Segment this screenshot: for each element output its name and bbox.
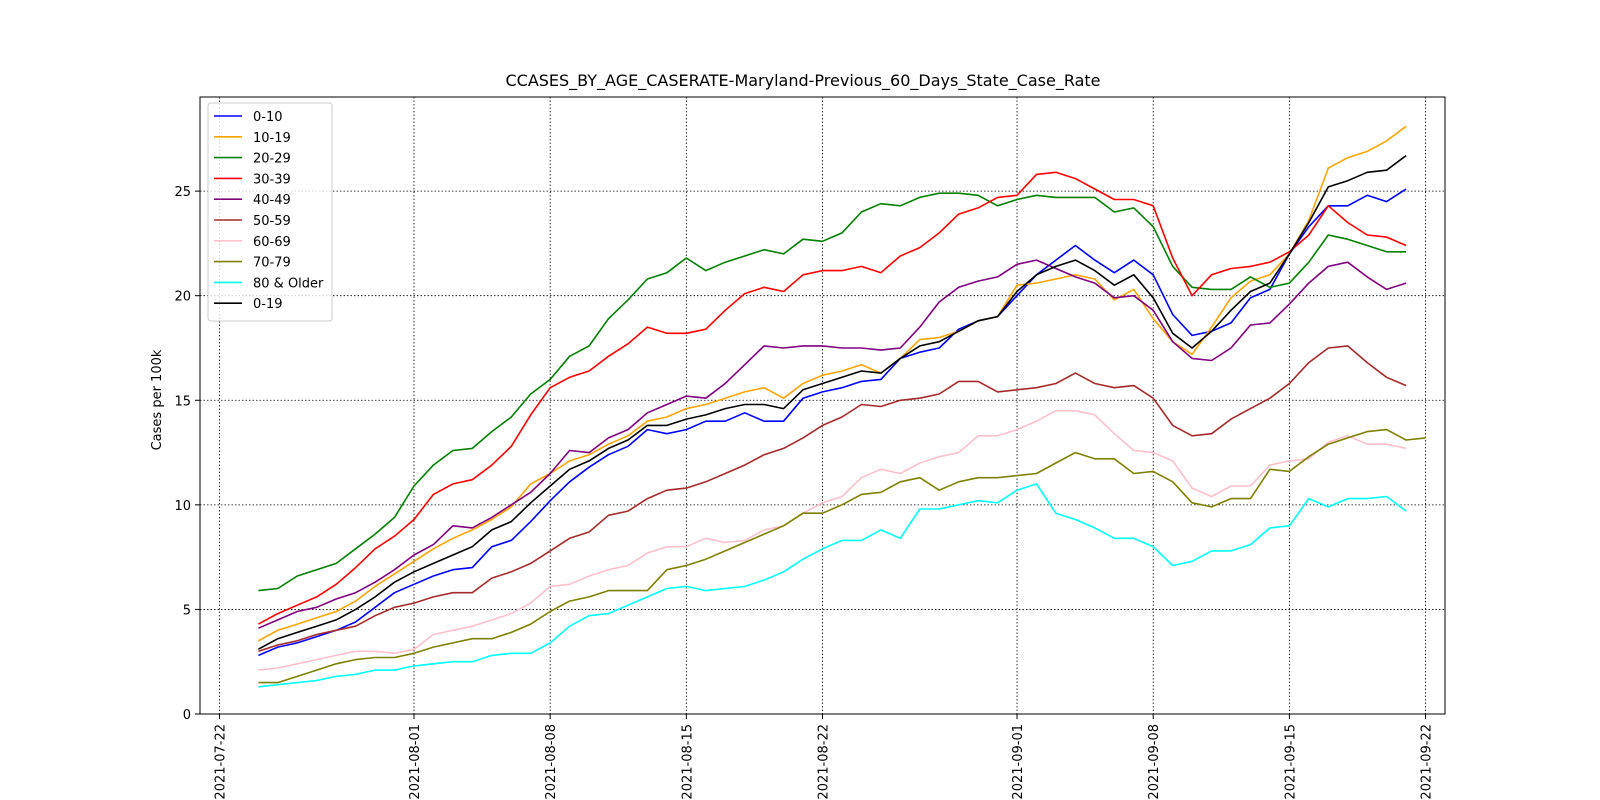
grid-layer [200,97,1445,714]
legend-label: 40-49 [253,193,291,208]
x-tick-label: 2021-08-08 [544,724,559,800]
chart-title: CCASES_BY_AGE_CASERATE-Maryland-Previous… [505,71,1100,91]
series-layer [258,125,1426,688]
legend-label: 50-59 [253,214,291,229]
series-line-6 [258,345,1407,653]
y-tick-label: 25 [174,185,191,200]
legend-label: 30-39 [253,172,291,187]
series-line-7 [258,409,1407,671]
legend: 0-10 10-19 20-29 30-39 40-49 50-59 60-69 70-79 8… [207,102,333,322]
y-axis-ticks: 0 5 10 15 20 25 [174,185,200,723]
series-line-4 [258,171,1407,625]
legend-label: 0-19 [253,297,283,312]
series-line-1 [258,188,1407,657]
x-tick-label: 2021-09-08 [1147,724,1162,800]
y-tick-label: 15 [174,394,191,409]
y-tick-label: 0 [183,708,191,723]
x-tick-label: 2021-09-22 [1420,724,1435,800]
y-tick-label: 20 [174,290,191,305]
series-line-9 [258,483,1407,688]
series-line-10 [258,154,1407,650]
y-tick-label: 5 [183,603,191,618]
series-line-3 [258,192,1407,592]
legend-label: 60-69 [253,235,291,250]
y-tick-label: 10 [174,499,191,514]
legend-label: 80 & Older [253,276,324,291]
x-tick-label: 2021-09-15 [1283,724,1298,800]
series-line-8 [258,428,1426,684]
x-axis-ticks: 2021-07-22 2021-08-01 2021-08-08 2021-08-15… [213,714,1435,800]
legend-label: 70-79 [253,256,291,271]
x-tick-label: 2021-08-22 [817,724,832,800]
legend-label: 0-10 [253,110,283,125]
legend-label: 10-19 [253,131,291,146]
y-axis-label: Cases per 100k [150,349,165,450]
x-tick-label: 2021-07-22 [213,724,228,800]
series-line-5 [258,259,1407,629]
series-line-2 [258,125,1407,642]
legend-label: 20-29 [253,152,291,167]
x-tick-label: 2021-09-01 [1011,724,1026,800]
x-tick-label: 2021-08-15 [680,724,695,800]
x-tick-label: 2021-08-01 [408,724,423,800]
